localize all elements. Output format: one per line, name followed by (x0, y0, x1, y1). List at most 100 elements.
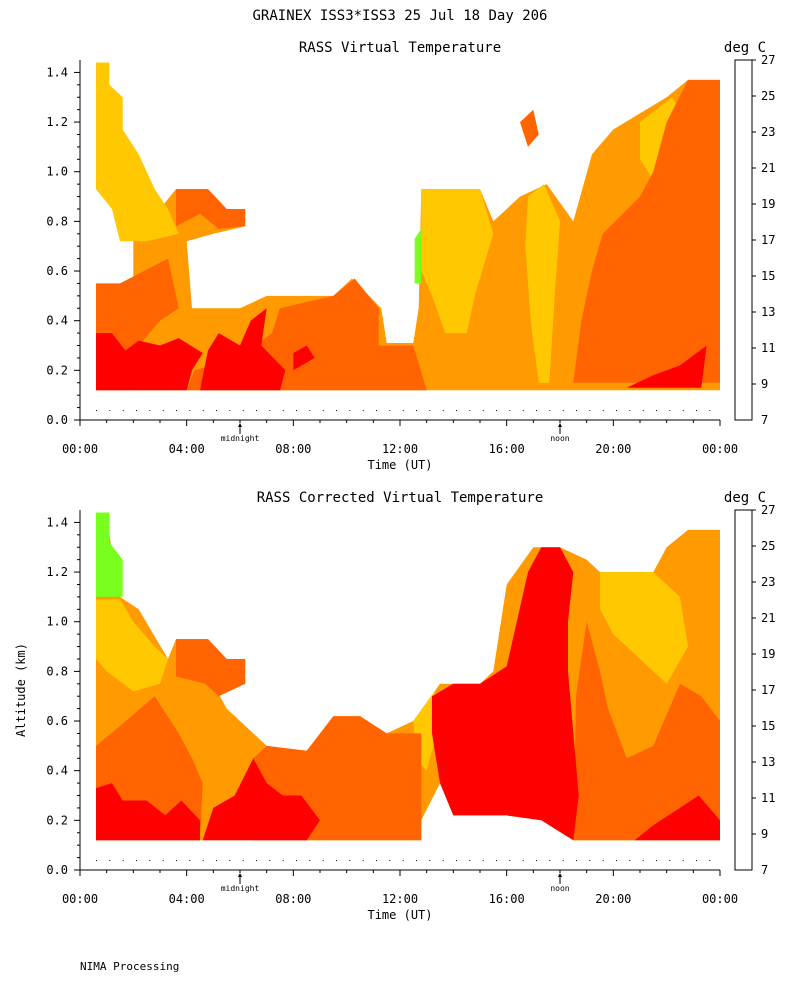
x-tick-label: 12:00 (382, 442, 418, 456)
y-tick-label: 0.4 (46, 764, 68, 778)
gate-dot (189, 860, 191, 862)
gate-dot (709, 860, 711, 862)
gate-dot (136, 860, 137, 862)
colorbar-label: 19 (761, 197, 775, 211)
gate-dot (496, 410, 497, 412)
colorbar-unit: deg C (724, 40, 766, 56)
noon-marker-arrowhead (558, 423, 562, 427)
y-tick-label: 0.0 (46, 863, 68, 877)
gate-dot (416, 410, 417, 412)
x-tick-label: 20:00 (595, 442, 631, 456)
y-tick-label: 0.0 (46, 413, 68, 427)
gate-dot (136, 410, 137, 412)
x-tick-label: 04:00 (169, 442, 205, 456)
gate-dot (522, 410, 524, 412)
temperature-region (634, 795, 720, 841)
temperature-region (96, 79, 720, 391)
gate-dot (482, 860, 484, 862)
y-tick-label: 0.2 (46, 813, 68, 827)
colorbar-label: 25 (761, 539, 775, 553)
y-tick-label: 0.6 (46, 714, 68, 728)
chart-title: RASS Virtual Temperature (299, 40, 501, 56)
gate-dot (669, 860, 671, 862)
colorbar-label: 23 (761, 575, 775, 589)
y-tick-label: 0.2 (46, 363, 68, 377)
gate-dot (416, 860, 417, 862)
gate-dot (709, 410, 711, 412)
gate-dot (96, 410, 97, 412)
colorbar-unit: deg C (724, 490, 766, 506)
x-tick-label: 00:00 (62, 892, 98, 906)
gate-dot (629, 860, 631, 862)
y-tick-label: 1.0 (46, 165, 68, 179)
gate-dot (509, 410, 511, 412)
y-tick-label: 0.6 (46, 264, 68, 278)
noon-marker: noon (550, 434, 569, 443)
colorbar-label: 17 (761, 683, 775, 697)
midnight-marker: midnight (221, 434, 260, 443)
gate-dot (229, 410, 231, 412)
gate-dot (429, 860, 431, 862)
y-tick-label: 1.4 (46, 65, 68, 79)
gate-dot (509, 860, 511, 862)
gate-dot (482, 410, 484, 412)
gate-dot (202, 410, 204, 412)
gate-dot (656, 410, 657, 412)
colorbar: 7 9 11 13 15 17 19 21 23 25 27 (734, 503, 775, 877)
x-tick-label: 12:00 (382, 892, 418, 906)
gate-dot (122, 410, 124, 412)
gate-dot (242, 860, 244, 862)
gate-dot (149, 410, 151, 412)
y-axis-label: Altitude (km) (14, 643, 28, 737)
gate-dot (469, 410, 471, 412)
gate-dot (202, 860, 204, 862)
colorbar-frame (734, 509, 753, 871)
gate-dot (376, 860, 377, 862)
gate-dot (589, 860, 591, 862)
gate-dot (322, 410, 324, 412)
temperature-region (176, 639, 246, 697)
gate-dot (216, 410, 217, 412)
gate-dot (296, 860, 297, 862)
gate-dot (616, 860, 617, 862)
x-tick-label: 00:00 (702, 442, 738, 456)
gate-dot (256, 410, 257, 412)
temperature-region (573, 621, 720, 841)
temperature-region (573, 79, 720, 383)
colorbar-label: 13 (761, 755, 775, 769)
y-tick-label: 0.8 (46, 664, 68, 678)
gate-dot (642, 410, 644, 412)
temperature-region (176, 189, 246, 229)
colorbar-label: 9 (761, 827, 768, 841)
colorbar-label: 17 (761, 233, 775, 247)
colorbar: 7 9 11 13 15 17 19 21 23 25 27 (734, 53, 775, 427)
x-axis-label: Time (UT) (367, 908, 432, 922)
gate-dot (536, 860, 537, 862)
temperature-region (600, 572, 688, 684)
x-tick-label: 20:00 (595, 892, 631, 906)
gate-dot (576, 410, 577, 412)
colorbar-label: 7 (761, 863, 768, 877)
x-tick-label: 16:00 (489, 892, 525, 906)
midnight-marker-arrowhead (238, 423, 242, 427)
gate-dot (176, 860, 177, 862)
x-tick-label: 08:00 (275, 442, 311, 456)
x-tick-label: 04:00 (169, 892, 205, 906)
colorbar-label: 15 (761, 269, 775, 283)
colorbar-label: 11 (761, 791, 775, 805)
gate-dot (536, 410, 537, 412)
gate-dot (96, 860, 97, 862)
colorbar-label: 13 (761, 305, 775, 319)
gate-dot (469, 860, 471, 862)
gate-dot (282, 860, 284, 862)
gate-dot (282, 410, 284, 412)
gate-dot (549, 410, 551, 412)
temperature-region (525, 184, 560, 383)
gate-dot (349, 860, 351, 862)
colorbar-label: 15 (761, 719, 775, 733)
gate-dot (629, 410, 631, 412)
gate-dot (362, 860, 364, 862)
temperature-region (96, 599, 168, 692)
gate-dot (402, 410, 404, 412)
